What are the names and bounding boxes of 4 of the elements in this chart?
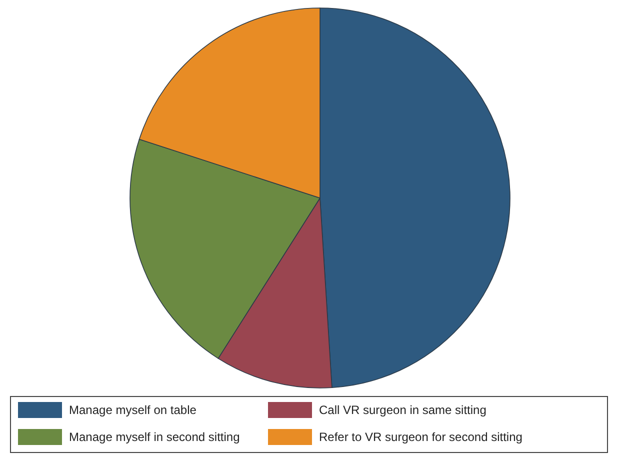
- legend-label: Manage myself on table: [69, 403, 197, 417]
- legend-label: Call VR surgeon in same sitting: [319, 403, 486, 417]
- legend-label: Refer to VR surgeon for second sitting: [319, 430, 522, 444]
- legend-label: Manage myself in second sitting: [69, 430, 240, 444]
